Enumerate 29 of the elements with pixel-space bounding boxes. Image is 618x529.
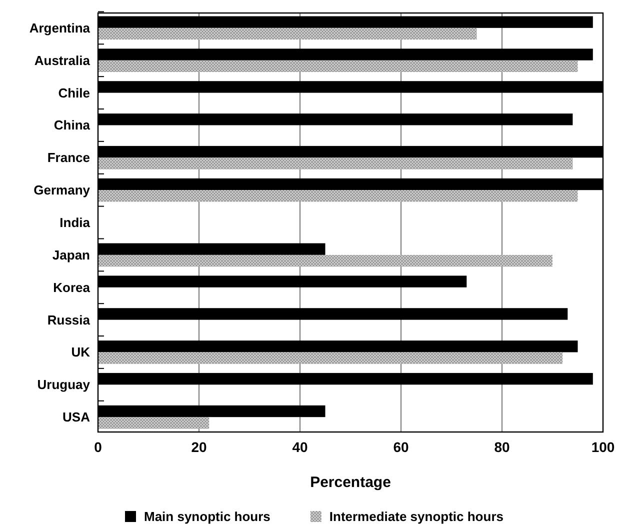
x-tick-label: 100 [591,439,615,455]
bar [98,28,477,40]
legend-label: Intermediate synoptic hours [329,509,504,524]
bar [98,254,552,267]
y-tick-label: Korea [53,280,91,295]
bar [98,60,578,72]
y-tick-label: Germany [34,182,91,198]
y-tick-label: Australia [34,52,91,68]
legend-label: Main synoptic hours [144,509,270,524]
x-tick-label: 40 [292,439,308,455]
y-tick-label: Chile [58,85,90,100]
x-tick-label: 60 [393,439,409,455]
y-tick-label: Russia [47,312,91,328]
y-tick-label: India [60,215,91,230]
y-tick-label: France [47,150,90,166]
bar [98,158,573,170]
bar [98,190,578,202]
x-tick-label: 80 [494,439,510,455]
y-tick-label: Argentina [29,20,91,36]
y-tick-label: USA [62,410,91,425]
y-tick-label: UK [71,344,91,360]
y-tick-label: Japan [52,247,90,262]
y-tick-label: China [54,118,91,133]
x-tick-label: 20 [191,439,207,455]
y-tick-label: Uruguay [37,377,91,392]
bar [98,352,563,364]
bar [98,417,210,429]
x-tick-label: 0 [94,439,102,455]
x-axis-title: Percentage [310,474,391,491]
